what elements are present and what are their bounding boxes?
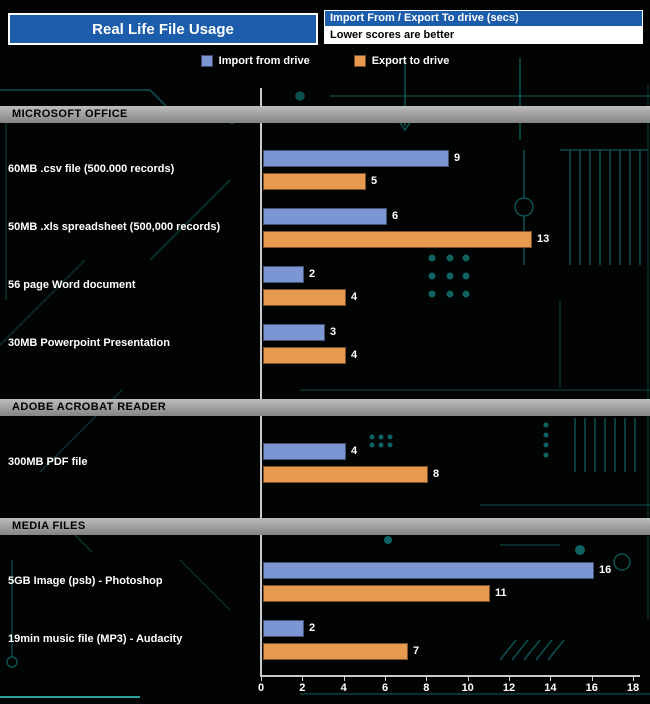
export-bar-value: 11 — [495, 587, 507, 599]
category-label: 5GB Image (psb) - Photoshop — [8, 575, 163, 587]
import-bar-value: 3 — [330, 326, 337, 338]
x-axis-tick — [591, 677, 593, 681]
import-bar-value: 2 — [309, 622, 316, 634]
export-bar — [263, 289, 346, 306]
x-axis-tick — [633, 677, 635, 681]
export-bar — [263, 231, 532, 248]
category-label: 56 page Word document — [8, 279, 136, 291]
import-bar-value: 9 — [454, 152, 461, 164]
export-bar — [263, 643, 408, 660]
legend-item-export: Export to drive — [353, 55, 450, 67]
x-axis-tick-label: 2 — [299, 682, 306, 694]
import-bar-value: 16 — [599, 564, 612, 576]
x-axis-tick — [426, 677, 428, 681]
import-bar — [263, 150, 449, 167]
import-bar-value: 4 — [351, 445, 358, 457]
legend-item-import: Import from drive — [200, 55, 310, 67]
section-header: MEDIA FILES — [0, 518, 650, 535]
x-axis-tick — [509, 677, 511, 681]
import-bar — [263, 620, 304, 637]
category-label: 300MB PDF file — [8, 456, 88, 468]
section-header: MICROSOFT OFFICE — [0, 106, 650, 123]
chart-note: Lower scores are better — [324, 27, 643, 44]
legend-swatch-export — [353, 55, 366, 67]
x-axis-tick-label: 16 — [585, 682, 598, 694]
x-axis-tick-label: 6 — [381, 682, 389, 694]
x-axis-tick-label: 4 — [340, 682, 347, 694]
export-bar-value: 4 — [351, 291, 358, 303]
x-axis-tick — [467, 677, 469, 681]
import-bar-value: 2 — [309, 268, 316, 280]
legend-label-export: Export to drive — [371, 55, 450, 67]
x-axis-line — [260, 675, 640, 677]
x-axis-tick — [550, 677, 552, 681]
import-bar — [263, 324, 325, 341]
export-bar — [263, 585, 490, 602]
import-bar — [263, 266, 304, 283]
import-bar — [263, 562, 594, 579]
category-label: 50MB .xls spreadsheet (500,000 records) — [8, 221, 221, 233]
legend-swatch-import — [200, 55, 213, 67]
import-bar — [263, 208, 387, 225]
x-axis-tick — [302, 677, 304, 681]
export-bar-value: 4 — [351, 349, 358, 361]
x-axis-tick — [343, 677, 345, 681]
x-axis-tick-label: 10 — [461, 682, 474, 694]
export-bar-value: 13 — [537, 233, 550, 245]
category-label: 60MB .csv file (500.000 records) — [8, 163, 175, 175]
export-bar-value: 5 — [371, 175, 378, 187]
x-axis-tick — [261, 677, 262, 681]
export-bar-value: 7 — [413, 645, 420, 657]
x-axis-tick-label: 0 — [257, 682, 265, 694]
x-axis-tick-label: 18 — [626, 682, 640, 694]
legend: Import from drive Export to drive — [0, 55, 650, 67]
export-bar — [263, 466, 428, 483]
export-bar-value: 8 — [433, 468, 440, 480]
y-axis-line — [260, 88, 262, 677]
export-bar — [263, 173, 366, 190]
x-axis-tick-label: 12 — [502, 682, 516, 694]
category-label: 30MB Powerpoint Presentation — [8, 337, 170, 349]
category-label: 19min music file (MP3) - Audacity — [8, 633, 183, 645]
x-axis-tick-label: 14 — [544, 682, 557, 694]
chart-subtitle: Import From / Export To drive (secs) — [324, 10, 643, 27]
import-bar — [263, 443, 346, 460]
export-bar — [263, 347, 346, 364]
chart-title-text: Real Life File Usage — [92, 20, 234, 38]
x-axis-tick — [385, 677, 387, 681]
chart-title: Real Life File Usage — [8, 13, 318, 45]
import-bar-value: 6 — [392, 210, 399, 222]
x-axis-tick-label: 8 — [423, 682, 430, 694]
legend-label-import: Import from drive — [218, 55, 310, 67]
section-header: ADOBE ACROBAT READER — [0, 399, 650, 416]
